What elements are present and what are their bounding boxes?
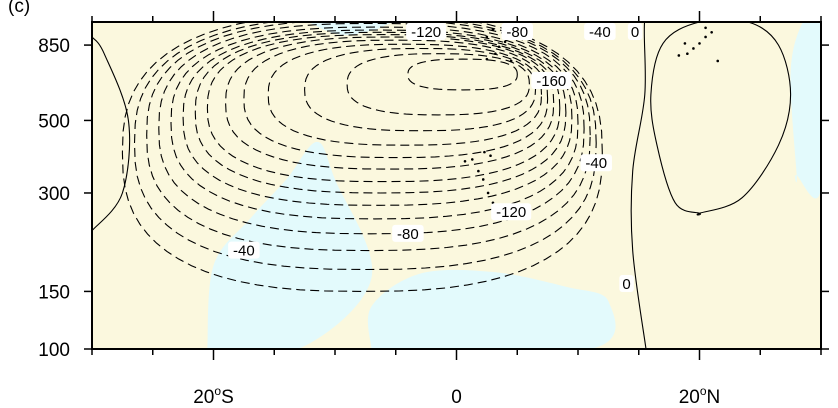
contour-label: -80 [397,226,419,243]
stipple-dot [710,31,713,34]
stipple-dot [716,59,720,63]
y-tick-label: 100 [38,340,70,361]
contour-60 [146,22,591,252]
stipple-dot [485,35,489,39]
stipple-upper [463,150,495,205]
contour-200 [243,39,549,159]
stipple-dot [477,169,480,173]
y-tick-label: 150 [38,282,70,303]
plot-area: -40 -80 -120 -40 -160 -120 -80 -40 0 0 [92,22,821,349]
stipple-dot [481,178,485,181]
contour-label-box [619,275,634,293]
y-tick-label: 500 [38,111,70,132]
x-tick-label: 0 [451,387,462,408]
contour-140 [194,31,567,194]
zero-line-east [630,22,647,349]
contour-label-box [228,241,260,259]
contour-label-box [392,224,424,242]
contour-label: -120 [496,204,526,221]
stipple-dot [485,57,489,61]
y-tick-label: 300 [38,184,70,205]
contour-120 [182,29,573,206]
shade-lower-band [308,22,395,36]
axis-tick-labels: 20oS 0 20oN 100 150 300 500 850 [38,36,720,408]
stipple-dot [698,42,701,45]
contour-label: -40 [233,243,255,260]
contour-label: -40 [589,24,611,41]
contour-label-box [584,23,616,40]
contour-180 [225,36,555,170]
panel-label: (c) [8,0,30,17]
stipple-dot [503,40,507,44]
x-tick-label: 20oS [193,384,234,408]
contour-80 [158,22,585,235]
stipple-dot [704,26,707,30]
stipple-dot [491,27,495,31]
contour-label-box [627,23,643,40]
contour-label: -80 [506,24,528,41]
contour-label-box [406,23,447,40]
stipple-dot [683,42,687,45]
stipple-dot [704,35,707,39]
stipple-dot [494,52,497,55]
shade-upper-left [207,141,373,349]
stipple-dot [497,45,501,49]
contour-240 [304,47,537,132]
contour-220 [267,43,543,146]
stipple-dot [686,52,689,55]
shade-right-edge [790,22,821,199]
contour-100 [170,26,579,220]
contour-label-box [501,23,533,40]
contour-label-box [491,203,532,221]
stipple-dot [489,154,492,158]
zero-loop-west [92,36,131,232]
contour-label-box [580,154,612,172]
stipple-dot [509,59,513,63]
x-tick-label: 20oN [679,384,721,408]
contour-260 [346,53,530,116]
y-tick-label: 850 [38,36,70,57]
contour-label: -120 [411,24,441,41]
stipple-dot [483,150,486,154]
contour-label: 0 [622,276,630,293]
stipple-dot [463,159,467,163]
contour-label: -40 [585,155,607,172]
stipple-dot [677,54,681,57]
contour-label: 0 [631,24,639,41]
axes [84,11,829,360]
zero-loop-east [650,22,792,216]
contour-160 [206,34,561,183]
stipple-dot [470,158,474,161]
contour-280 [407,58,518,91]
stipple-lower-right [677,26,720,63]
contour-label: -160 [536,73,566,90]
contour-label-box [531,72,572,90]
stipple-dot [486,191,490,195]
stipple-dot [692,47,695,50]
contour-40 [133,22,597,271]
